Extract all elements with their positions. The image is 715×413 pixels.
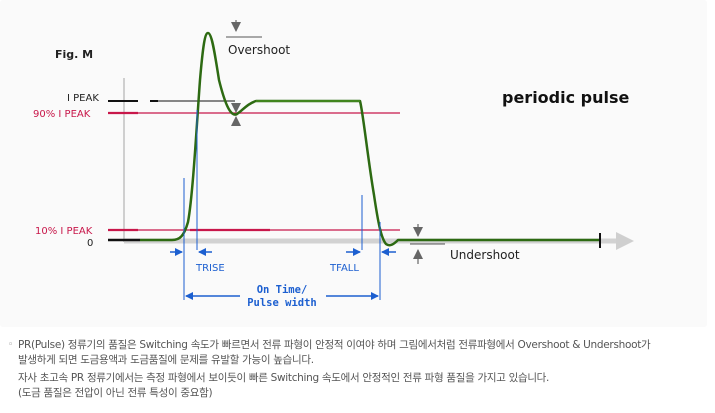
ontime-label-line2: Pulse width <box>247 297 317 309</box>
trise-label: TRISE <box>195 263 225 274</box>
note-item-1: ◦ PR(Pulse) 정류기의 품질은 Switching 속도가 빠르면서 … <box>8 338 708 371</box>
note-line-1: PR(Pulse) 정류기의 품질은 Switching 속도가 빠르면서 전류… <box>18 339 651 351</box>
chart-title: periodic pulse <box>502 88 630 107</box>
tfall-label: TFALL <box>329 263 359 274</box>
overshoot-label: Overshoot <box>228 43 290 57</box>
note-line-3: 자사 초고속 PR 정류기에서는 측정 파형에서 보이듯이 빠른 Switchi… <box>18 372 550 384</box>
pulse-waveform <box>140 31 600 247</box>
ontime-label-line1: On Time/ <box>257 284 308 296</box>
p90-label: 90% I PEAK <box>33 109 91 120</box>
fig-label: Fig. M <box>55 48 93 61</box>
undershoot-label: Undershoot <box>450 248 520 262</box>
note-item-2: 자사 초고속 PR 정류기에서는 측정 파형에서 보이듯이 빠른 Switchi… <box>8 371 708 404</box>
zero-label: 0 <box>87 238 93 249</box>
description-notes: ◦ PR(Pulse) 정류기의 품질은 Switching 속도가 빠르면서 … <box>8 338 708 404</box>
note-line-4: (도금 품질은 전압이 아닌 전류 특성이 중요함) <box>18 387 213 399</box>
diagram-panel <box>0 0 707 327</box>
x-axis-arrow-icon <box>616 232 634 250</box>
note-line-2: 발생하게 되면 도금용액과 도금품질에 문제를 유발할 가능이 높습니다. <box>18 354 314 366</box>
peak-label: I PEAK <box>67 93 99 104</box>
bullet-icon: ◦ <box>8 340 14 350</box>
p10-label: 10% I PEAK <box>35 226 93 237</box>
